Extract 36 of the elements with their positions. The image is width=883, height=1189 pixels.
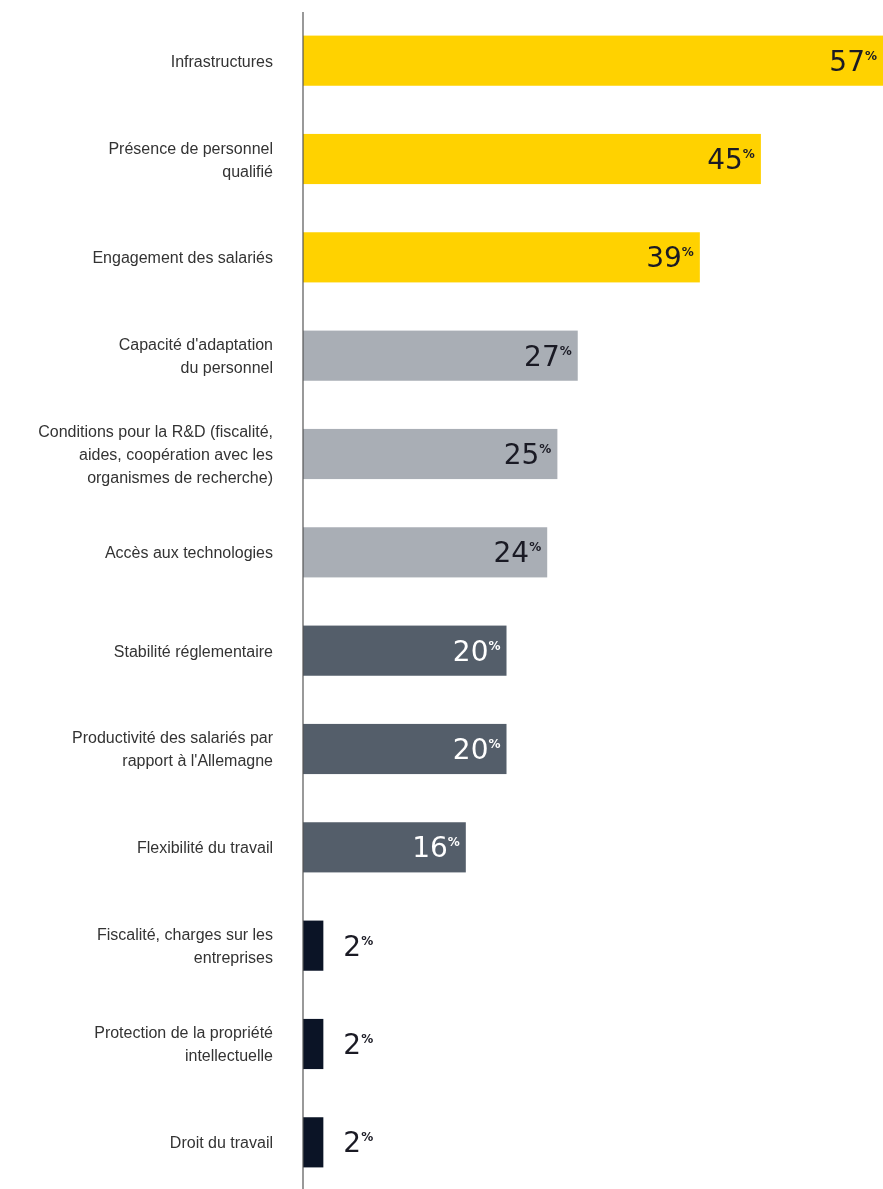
y-tick-label: Présence de personnel qualifié	[108, 139, 274, 180]
data-label: 20$^{%}$	[452, 634, 501, 668]
data-label: 39$^{%}$	[646, 241, 694, 275]
y-tick-label: Conditions pour la R&D (fiscalité, aides, coopération avec les organismes de recherche)	[38, 423, 273, 486]
data-label: 16$^{%}$	[412, 831, 460, 865]
data-label: 57$^{%}$	[829, 44, 877, 78]
y-tick-label: Protection de la propriété intellectuelle	[94, 1024, 274, 1065]
bar	[303, 723, 507, 775]
bar	[303, 428, 558, 480]
bar	[303, 133, 761, 185]
data-label: 20$^{%}$	[452, 733, 501, 766]
bar	[303, 35, 883, 86]
data-label: 45$^{%}$	[707, 143, 755, 177]
data-label: 2$^{%}$	[343, 929, 374, 963]
bar	[303, 232, 700, 283]
bar	[303, 527, 548, 578]
bar	[303, 920, 324, 971]
bar	[303, 822, 466, 873]
bar	[303, 1117, 324, 1168]
y-tick-label: Accès aux technologies	[104, 544, 273, 562]
data-label: 24$^{%}$	[493, 536, 542, 570]
y-tick-label: Droit du travail	[169, 1134, 273, 1152]
y-tick-label: Fiscalité, charges sur les entreprises	[96, 926, 273, 967]
data-label: 27$^{%}$	[524, 339, 572, 373]
bar	[303, 625, 507, 676]
y-tick-label: Engagement des salariés	[92, 249, 273, 267]
bar	[303, 330, 578, 381]
y-tick-label: Infrastructures	[170, 52, 273, 70]
y-tick-label: Stabilité réglementaire	[113, 642, 274, 660]
y-tick-label: Capacité d'adaptation du personnel	[118, 336, 273, 377]
data-label: 2$^{%}$	[343, 1027, 374, 1061]
y-tick-label: Productivité des salariés par rapport à l'Allemagne	[72, 729, 274, 770]
bar	[303, 1018, 324, 1070]
data-label: 2$^{%}$	[343, 1126, 374, 1160]
data-label: 25$^{%}$	[503, 438, 552, 471]
y-tick-label: Flexibilité du travail	[136, 839, 273, 857]
